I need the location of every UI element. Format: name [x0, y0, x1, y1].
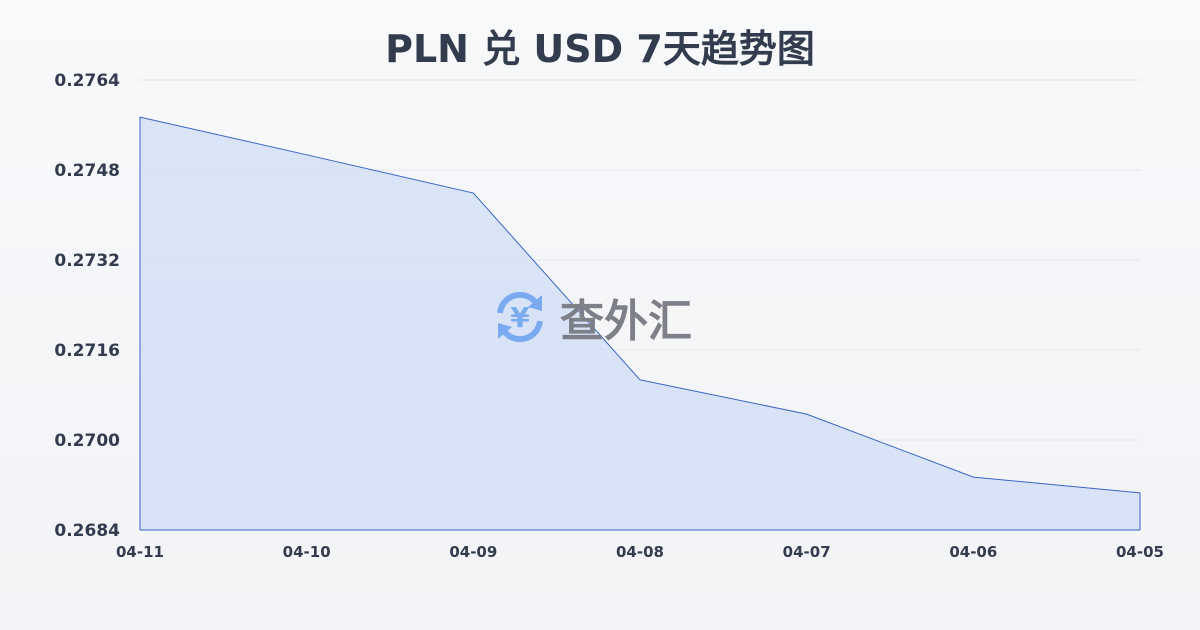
data-point — [639, 379, 641, 381]
x-tick-label: 04-11 — [116, 543, 164, 561]
chart-title: PLN 兑 USD 7天趋势图 — [385, 27, 815, 71]
x-tick-label: 04-05 — [1116, 543, 1164, 561]
svg-text:¥: ¥ — [510, 301, 530, 334]
data-point — [472, 192, 474, 194]
watermark-text: 查外汇 — [560, 296, 692, 347]
y-tick-label: 0.2684 — [54, 521, 120, 541]
y-tick-label: 0.2732 — [54, 251, 120, 271]
data-point — [306, 154, 308, 156]
x-tick-label: 04-09 — [449, 543, 497, 561]
watermark: ¥ 查外汇 — [490, 285, 692, 349]
x-tick-label: 04-08 — [616, 543, 664, 561]
area-fill — [140, 117, 1140, 530]
x-tick-label: 04-06 — [949, 543, 997, 561]
y-tick-label: 0.2764 — [54, 71, 120, 91]
y-tick-label: 0.2748 — [54, 161, 120, 181]
yen-exchange-icon: ¥ — [497, 291, 543, 343]
data-point — [139, 116, 141, 118]
x-tick-label: 04-07 — [783, 543, 831, 561]
data-point — [806, 413, 808, 415]
x-tick-label: 04-10 — [283, 543, 331, 561]
data-point — [972, 476, 974, 478]
y-tick-label: 0.2700 — [54, 431, 120, 451]
y-tick-label: 0.2716 — [54, 341, 120, 361]
data-point — [1139, 492, 1141, 494]
